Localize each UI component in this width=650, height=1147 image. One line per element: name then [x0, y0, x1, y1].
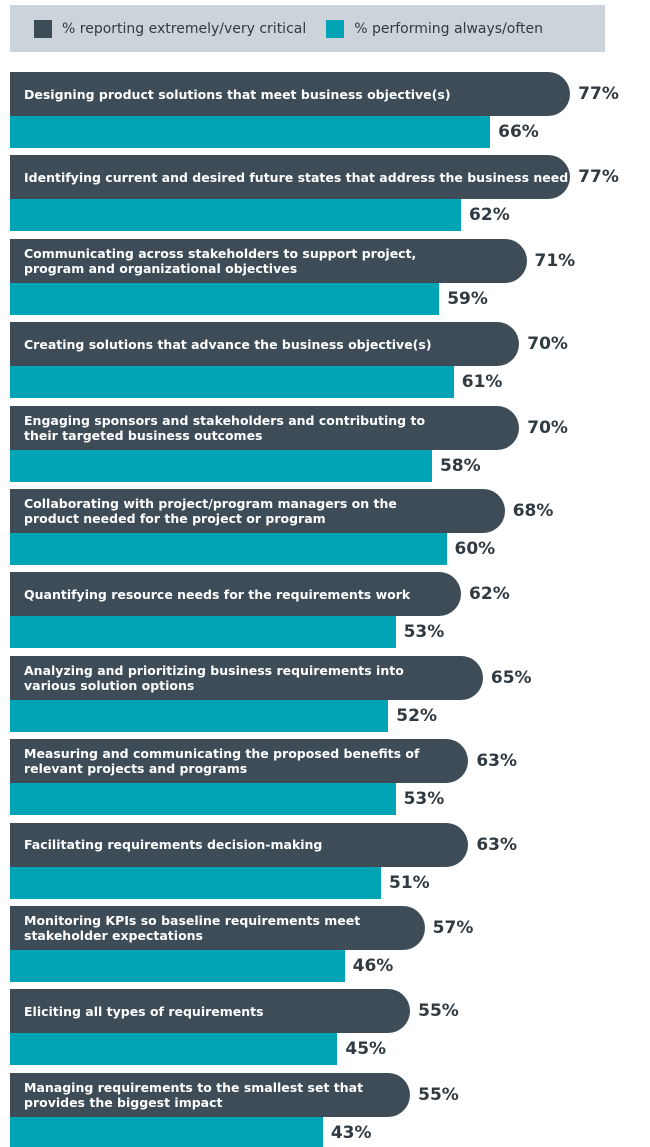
value-label: 62% — [469, 205, 510, 226]
category-label: Communicating across stakeholders to sup… — [24, 245, 417, 276]
bar — [10, 489, 505, 533]
legend: % reporting extremely/very critical % per… — [10, 5, 605, 52]
bar — [10, 950, 345, 982]
value-label: 45% — [345, 1039, 387, 1060]
bar — [10, 1116, 323, 1147]
bar — [10, 322, 520, 367]
value-label: 63% — [476, 751, 518, 772]
bar — [10, 155, 571, 200]
category-label: Designing product solutions that meet bu… — [24, 86, 451, 102]
bar — [10, 989, 411, 1034]
bar — [10, 822, 469, 867]
legend-label: % performing always/often — [354, 20, 544, 37]
value-label: 68% — [512, 501, 554, 521]
bar — [10, 572, 462, 617]
bar — [10, 116, 491, 148]
bar — [10, 199, 462, 232]
value-label: 62% — [469, 584, 510, 605]
category-label: Measuring and communicating the proposed… — [24, 746, 420, 777]
bar — [10, 1072, 411, 1117]
category-label: Engaging sponsors and stakeholders and c… — [24, 412, 426, 443]
value-label: 58% — [439, 455, 481, 476]
bar — [10, 616, 396, 649]
legend-label: % reporting extremely/very critical — [62, 20, 307, 37]
bar — [10, 238, 527, 283]
value-label: 77% — [578, 84, 619, 104]
value-label: 43% — [330, 1122, 372, 1143]
value-label: 60% — [454, 539, 496, 559]
bar — [10, 866, 382, 899]
category-label: Eliciting all types of requirements — [24, 1003, 264, 1019]
value-label: 70% — [527, 417, 568, 438]
bar — [10, 533, 447, 565]
value-label: 65% — [490, 667, 532, 688]
legend-swatch — [326, 19, 345, 38]
bar — [10, 282, 440, 315]
value-label: 55% — [418, 1084, 459, 1105]
value-label: 53% — [403, 622, 445, 643]
legend-item: % performing always/often — [326, 19, 544, 38]
category-label: Facilitating requirements decision-makin… — [24, 837, 323, 853]
value-label: 46% — [352, 956, 394, 976]
legend-item: % reporting extremely/very critical — [34, 19, 307, 38]
bar — [10, 783, 396, 816]
bar — [10, 449, 432, 482]
value-label: 77% — [578, 167, 619, 188]
category-label: Identifying current and desired future s… — [24, 169, 569, 185]
bar — [10, 739, 469, 784]
value-label: 70% — [527, 334, 568, 355]
bar — [10, 366, 454, 399]
value-label: 53% — [403, 789, 445, 810]
bar — [10, 655, 483, 700]
category-label: Quantifying resource needs for the requi… — [24, 586, 411, 602]
category-label: Analyzing and prioritizing business requ… — [24, 662, 404, 693]
value-label: 55% — [418, 1001, 459, 1022]
value-label: 51% — [389, 872, 430, 893]
bar — [10, 405, 520, 450]
category-label: Creating solutions that advance the busi… — [24, 336, 432, 352]
category-label: Monitoring KPIs so baseline requirements… — [24, 913, 361, 943]
value-label: 59% — [447, 288, 488, 309]
category-label: Collaborating with project/program manag… — [24, 496, 397, 526]
bar — [10, 699, 389, 732]
value-label: 57% — [432, 918, 474, 938]
value-label: 63% — [476, 834, 518, 855]
value-label: 61% — [461, 372, 503, 393]
value-label: 66% — [498, 122, 539, 142]
bar — [10, 1033, 338, 1066]
bar — [10, 906, 425, 950]
value-label: 71% — [534, 250, 576, 271]
legend-swatch — [34, 19, 52, 38]
bar — [10, 72, 571, 116]
value-label: 52% — [396, 705, 437, 726]
category-label: Managing requirements to the smallest se… — [24, 1079, 364, 1110]
